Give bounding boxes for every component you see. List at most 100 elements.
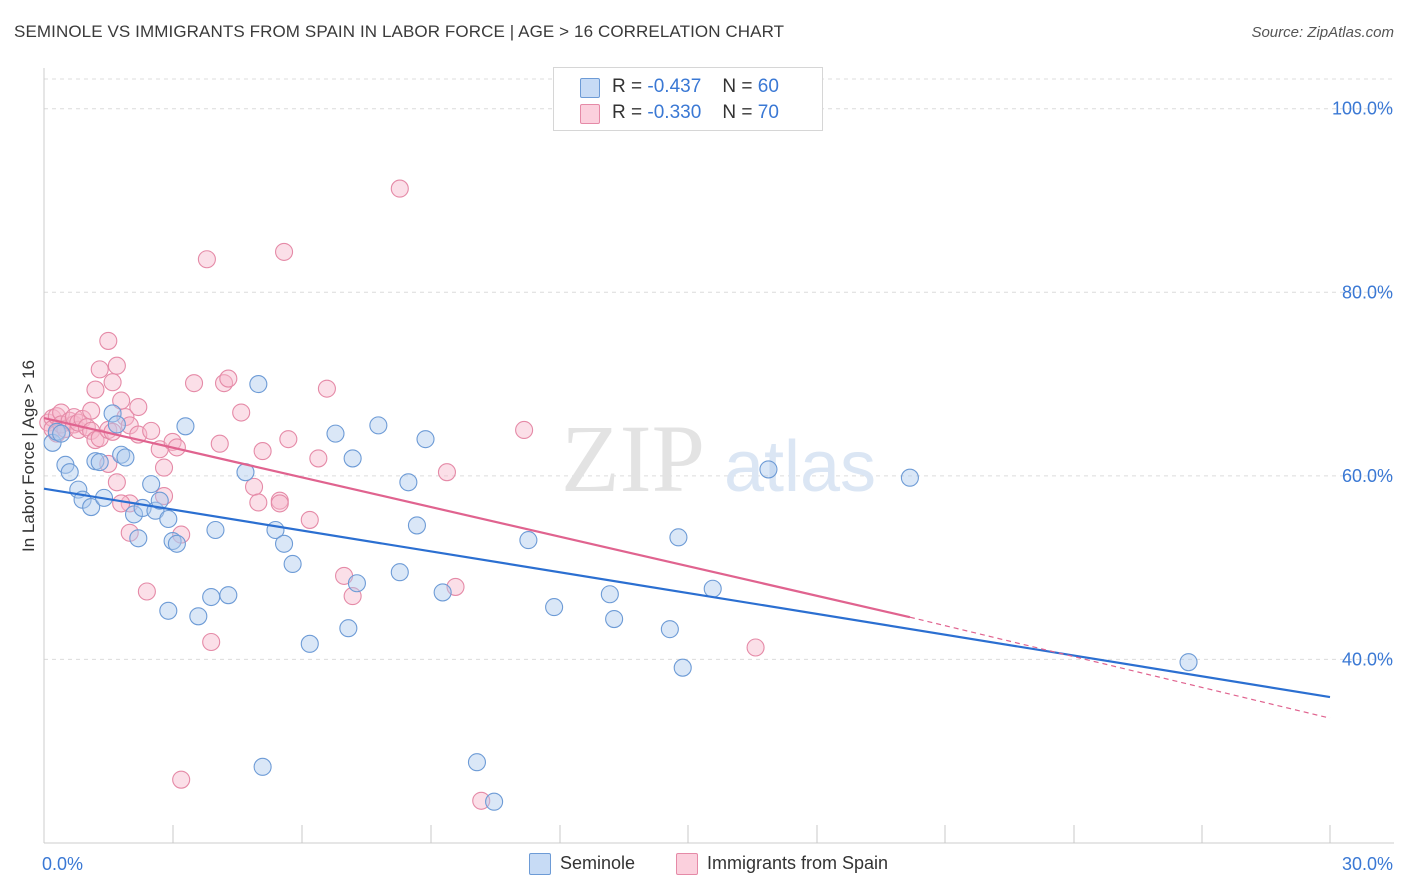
x-tick-label: 30.0% (1342, 854, 1393, 874)
y-tick-label: 100.0% (1332, 99, 1393, 119)
seminole-point (390, 563, 409, 582)
spain-point (390, 179, 409, 198)
seminole-point (150, 491, 169, 510)
seminole-legend-label: Seminole (560, 853, 636, 873)
seminole-point (275, 534, 294, 553)
spain-legend-label: Immigrants from Spain (707, 853, 889, 873)
spain-point (253, 442, 272, 461)
spain-point (300, 510, 319, 529)
seminole-point (660, 620, 679, 639)
y-tick-label: 40.0% (1342, 649, 1393, 669)
spain-point (275, 242, 294, 261)
source-label: Source: ZipAtlas.com (1251, 24, 1394, 41)
spain-legend-swatch (676, 853, 698, 875)
r-label: R = (612, 102, 643, 123)
spain-point (249, 493, 268, 512)
spain-point (120, 523, 139, 542)
seminole-point (253, 757, 272, 776)
seminole-point (219, 586, 238, 605)
spain-point (202, 632, 221, 652)
stats-legend: R = -0.437 N = 60 R = -0.330 N = 70 (553, 67, 823, 131)
seminole-point (60, 463, 79, 482)
seminole-point (407, 516, 426, 535)
spain-point (103, 373, 122, 392)
spain-point (279, 430, 298, 449)
seminole-point (605, 609, 624, 629)
spain-point (515, 420, 534, 440)
n-label: N = (722, 102, 753, 123)
spain-point (317, 379, 336, 398)
seminole-point (159, 601, 178, 620)
tick-labels: 100.0% 80.0% 60.0% 40.0% 0.0% 30.0% (42, 99, 1393, 874)
seminole-point (189, 607, 208, 626)
spain-point (107, 473, 126, 492)
spain-point (142, 421, 161, 440)
seminole-point (206, 520, 225, 540)
spain-point (99, 331, 118, 350)
spain-point (210, 434, 229, 453)
spain-point (746, 638, 765, 657)
y-tick-label: 60.0% (1342, 466, 1393, 486)
seminole-swatch (580, 78, 600, 98)
spain-point (309, 449, 328, 468)
spain-trend-extension (909, 616, 1331, 719)
seminole-point (176, 417, 195, 436)
spain-point (129, 397, 148, 417)
n-value: 70 (757, 102, 779, 123)
r-label: R = (612, 76, 643, 97)
spain-point (90, 360, 109, 379)
seminole-point (107, 415, 126, 434)
series-immigrants-from-spain (39, 179, 765, 810)
seminole-point (519, 531, 538, 550)
seminole-point (103, 404, 122, 423)
seminole-legend-swatch (529, 853, 551, 875)
n-value: 60 (757, 76, 779, 97)
seminole-point (339, 619, 358, 638)
seminole-point (167, 534, 186, 553)
seminole-point (416, 430, 435, 449)
y-tick-label: 80.0% (1342, 282, 1393, 302)
seminole-point (90, 453, 109, 472)
seminole-point (467, 753, 487, 772)
seminole-point (669, 528, 688, 547)
seminole-point (673, 658, 692, 677)
seminole-point (347, 574, 366, 593)
seminole-point (52, 424, 71, 443)
seminole-point (545, 598, 564, 617)
spain-trend-line (43, 416, 911, 619)
spain-point (172, 770, 191, 789)
spain-point (270, 494, 289, 513)
watermark-atlas: atlas (724, 427, 876, 507)
seminole-trend-line (43, 487, 1331, 699)
spain-point (154, 458, 174, 477)
seminole-point (249, 375, 268, 394)
seminole-point (202, 587, 221, 607)
seminole-point (1179, 653, 1198, 672)
seminole-point (399, 473, 418, 492)
seminole-point (703, 579, 722, 598)
axes (43, 68, 1394, 844)
spain-point (137, 582, 156, 601)
x-tick-label: 0.0% (42, 854, 83, 874)
spain-point (472, 791, 491, 810)
spain-swatch (580, 104, 600, 124)
seminole-point (142, 475, 161, 494)
seminole-point (159, 509, 178, 529)
seminole-point (369, 416, 388, 435)
seminole-point (600, 585, 619, 604)
spain-point (82, 401, 101, 420)
spain-point (244, 477, 264, 496)
spain-point (107, 356, 126, 375)
spain-point (112, 391, 131, 410)
seminole-point (82, 498, 101, 517)
watermark: ZIP atlas (561, 405, 876, 512)
seminole-point (433, 583, 452, 602)
r-value: -0.437 (647, 76, 702, 97)
spain-point (184, 374, 204, 393)
seminole-point (759, 460, 778, 479)
series-seminole (43, 375, 1198, 811)
seminole-point (129, 529, 148, 548)
seminole-point (300, 634, 319, 653)
seminole-point (283, 554, 302, 574)
